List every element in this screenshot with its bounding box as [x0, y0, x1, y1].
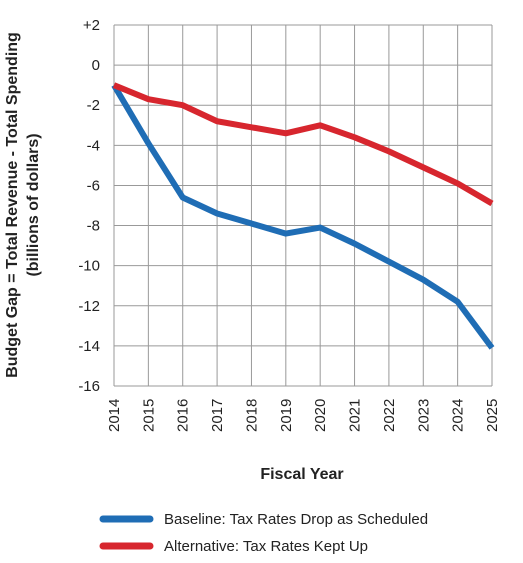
x-tick-label: 2024 — [450, 399, 467, 432]
x-tick-label: 2021 — [347, 399, 364, 432]
y-axis-title: (billions of dollars) — [25, 133, 42, 276]
legend-label: Alternative: Tax Rates Kept Up — [164, 538, 368, 555]
y-axis-title: Budget Gap = Total Revenue - Total Spend… — [4, 32, 21, 378]
legend-label: Baseline: Tax Rates Drop as Scheduled — [164, 511, 428, 528]
x-tick-label: 2023 — [415, 399, 432, 432]
y-tick-label: +2 — [83, 17, 100, 34]
data-line — [111, 83, 495, 350]
x-tick-label: 2020 — [312, 399, 329, 432]
data-line — [112, 82, 494, 207]
x-tick-label: 2015 — [140, 399, 157, 432]
x-tick-label: 2022 — [381, 399, 398, 432]
x-tick-label: 2016 — [175, 399, 192, 432]
y-tick-label: -10 — [78, 258, 100, 275]
x-tick-label: 2014 — [106, 399, 123, 432]
x-axis-title: Fiscal Year — [260, 466, 343, 483]
x-tick-label: 2017 — [209, 399, 226, 432]
y-tick-label: -12 — [78, 298, 100, 315]
y-tick-label: -4 — [87, 137, 100, 154]
x-tick-label: 2019 — [278, 399, 295, 432]
x-tick-label: 2025 — [484, 399, 501, 432]
y-tick-label: -2 — [87, 97, 100, 114]
y-tick-label: -14 — [78, 338, 100, 355]
y-tick-label: -16 — [78, 378, 100, 395]
y-tick-label: 0 — [92, 57, 100, 74]
x-tick-label: 2018 — [243, 399, 260, 432]
y-tick-label: -8 — [87, 218, 100, 235]
y-tick-label: -6 — [87, 177, 100, 194]
